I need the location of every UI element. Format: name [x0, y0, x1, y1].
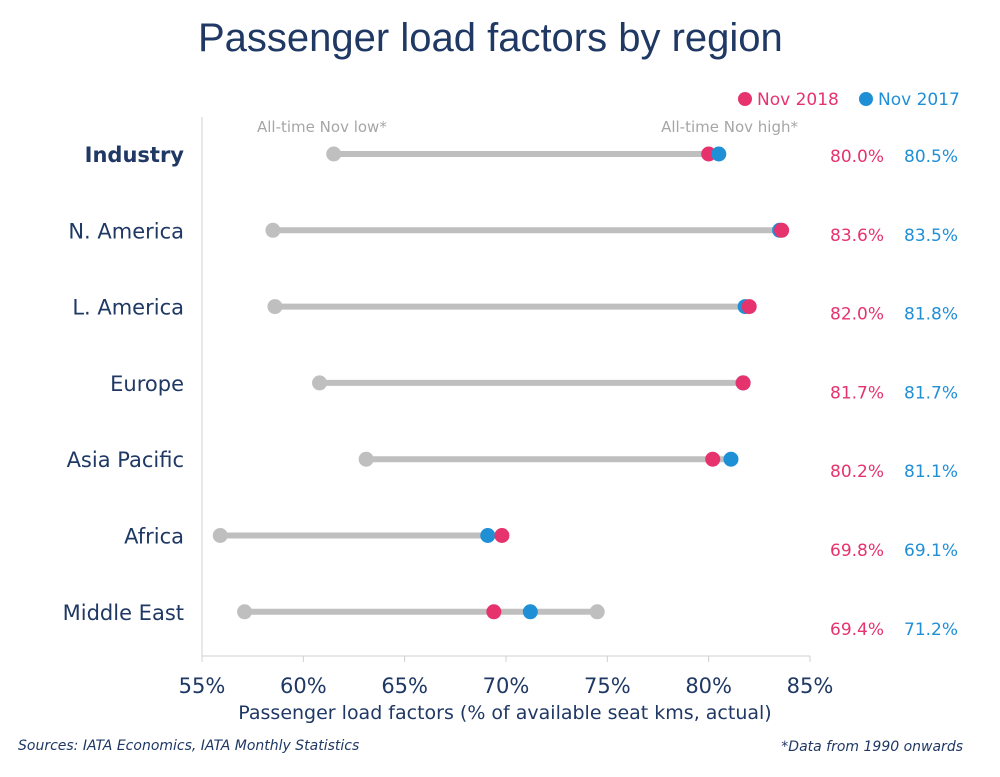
value-label-nov-2018: 83.6%	[830, 226, 884, 246]
nov-2018-dot	[494, 528, 510, 543]
value-label-nov-2018: 69.4%	[830, 620, 884, 640]
all-time-low-dot	[212, 528, 228, 543]
all-time-low-dot	[265, 222, 281, 238]
value-label-nov-2018: 80.2%	[830, 462, 884, 482]
all-time-high-dot	[589, 604, 605, 620]
value-label-nov-2017: 80.5%	[904, 147, 958, 167]
nov-2018-dot	[735, 375, 751, 391]
data-rows: Industry 80.0% 80.5% N. America 83.6% 83.5% L.…	[63, 143, 958, 640]
all-time-low-dot	[312, 375, 328, 391]
nov-2018-dot	[705, 451, 721, 467]
x-tick-label: 75%	[584, 674, 631, 698]
nov-2018-dot	[486, 604, 502, 620]
legend-marker-nov-2018	[738, 92, 752, 106]
value-label-nov-2017: 71.2%	[904, 620, 958, 640]
value-label-nov-2018: 80.0%	[830, 147, 884, 167]
data-note: *Data from 1990 onwards	[781, 739, 963, 755]
value-label-nov-2018: 82.0%	[830, 305, 884, 325]
all-time-low-dot	[237, 604, 253, 620]
all-time-low-dot	[267, 299, 283, 315]
category-label: Middle East	[63, 601, 184, 625]
legend-label-nov-2017: Nov 2017	[878, 90, 960, 110]
nov-2017-dot	[522, 604, 538, 620]
value-label-nov-2017: 81.7%	[904, 383, 958, 403]
x-tick-label: 65%	[381, 674, 428, 698]
axes: 55% 60% 65% 70% 75% 80% 85%	[179, 117, 834, 698]
value-label-nov-2018: 69.8%	[830, 541, 884, 561]
nov-2018-dot	[741, 299, 757, 315]
category-label: Africa	[124, 525, 184, 549]
category-label: Industry	[85, 143, 185, 167]
all-time-low-dot	[326, 146, 342, 162]
legend-marker-nov-2017	[859, 92, 873, 106]
nov-2017-dot	[723, 451, 739, 467]
nov-2017-dot	[480, 528, 496, 543]
value-label-nov-2017: 81.1%	[904, 462, 958, 482]
legend-label-nov-2018: Nov 2018	[757, 90, 839, 110]
category-label: L. America	[72, 296, 184, 320]
value-label-nov-2017: 81.8%	[904, 305, 958, 325]
x-tick-label: 60%	[280, 674, 327, 698]
all-time-low-dot	[358, 451, 374, 467]
sources-note: Sources: IATA Economics, IATA Monthly St…	[18, 738, 359, 754]
x-tick-label: 85%	[787, 674, 834, 698]
value-label-nov-2017: 83.5%	[904, 226, 958, 246]
category-label: N. America	[68, 219, 184, 243]
annotation-all-time-high: All-time Nov high*	[661, 118, 798, 136]
annotation-all-time-low: All-time Nov low*	[257, 118, 387, 136]
x-tick-label: 55%	[179, 674, 226, 698]
x-axis-label: Passenger load factors (% of available s…	[238, 702, 771, 724]
category-label: Europe	[110, 372, 184, 396]
nov-2018-dot	[774, 222, 790, 238]
chart-title: Passenger load factors by region	[198, 16, 783, 60]
category-label: Asia Pacific	[67, 448, 184, 472]
x-tick-label: 70%	[483, 674, 530, 698]
value-label-nov-2018: 81.7%	[830, 383, 884, 403]
x-tick-label: 80%	[685, 674, 732, 698]
legend: Nov 2018 Nov 2017	[738, 90, 960, 110]
value-label-nov-2017: 69.1%	[904, 541, 958, 561]
nov-2017-dot	[711, 146, 727, 162]
